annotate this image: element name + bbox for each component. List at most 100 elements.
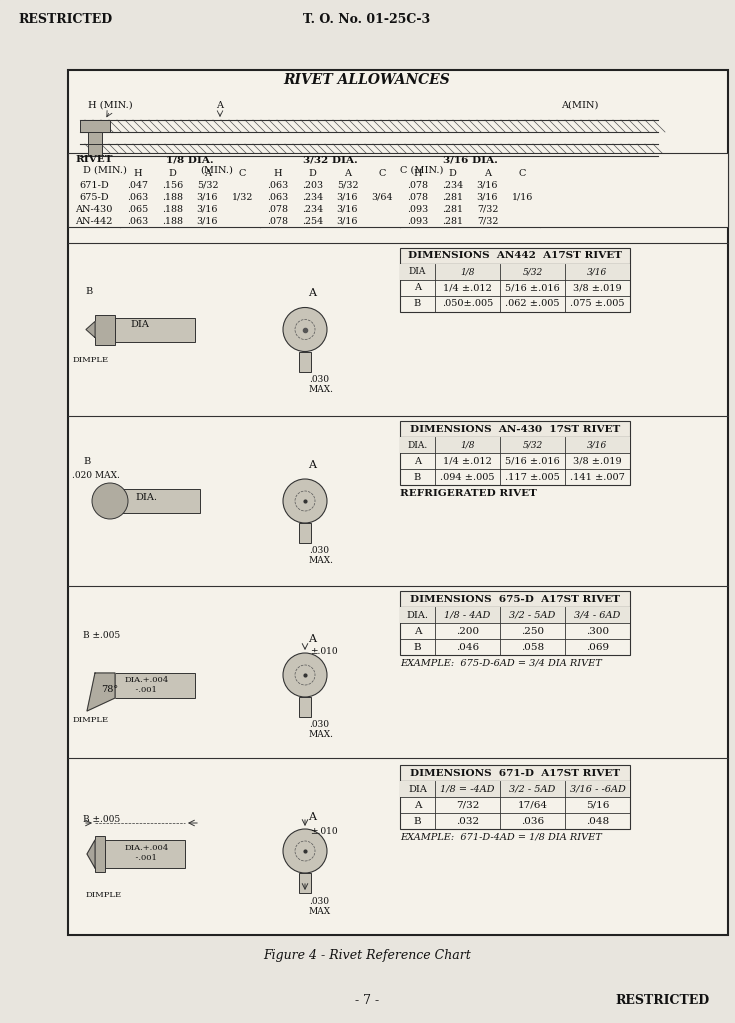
Text: .203: .203 xyxy=(302,180,323,189)
Text: .234: .234 xyxy=(442,180,463,189)
Text: RIVET ALLOWANCES: RIVET ALLOWANCES xyxy=(284,73,451,87)
Polygon shape xyxy=(87,840,95,868)
Bar xyxy=(400,421,630,437)
Text: .188: .188 xyxy=(162,192,183,202)
Bar xyxy=(299,873,311,893)
Text: 1/16: 1/16 xyxy=(512,192,533,202)
Text: A: A xyxy=(308,460,316,470)
Text: B: B xyxy=(83,456,90,465)
Bar xyxy=(400,248,630,264)
Text: T. O. No. 01-25C-3: T. O. No. 01-25C-3 xyxy=(304,13,431,26)
Text: AN-442: AN-442 xyxy=(75,217,112,225)
Text: .063: .063 xyxy=(127,217,148,225)
Bar xyxy=(400,765,630,781)
Text: 3/8 ±.019: 3/8 ±.019 xyxy=(573,456,622,465)
Text: 3/16 - -6AD: 3/16 - -6AD xyxy=(570,785,625,794)
Bar xyxy=(299,352,311,371)
Text: 1/4 ±.012: 1/4 ±.012 xyxy=(443,456,492,465)
Bar xyxy=(105,840,185,868)
Bar xyxy=(88,144,102,155)
Text: 3/16: 3/16 xyxy=(587,267,608,276)
Text: A: A xyxy=(414,801,421,809)
Polygon shape xyxy=(86,321,95,338)
Text: .254: .254 xyxy=(302,217,323,225)
Text: 78°: 78° xyxy=(101,685,118,695)
Text: 1/8: 1/8 xyxy=(460,441,475,449)
Text: .188: .188 xyxy=(162,205,183,214)
Text: DIMPLE: DIMPLE xyxy=(73,716,109,724)
Text: .062 ±.005: .062 ±.005 xyxy=(505,300,560,309)
Text: 7/32: 7/32 xyxy=(477,205,498,214)
Text: H (MIN.): H (MIN.) xyxy=(87,101,132,110)
Text: 1/8 DIA.: 1/8 DIA. xyxy=(166,155,214,165)
Text: 5/32: 5/32 xyxy=(523,267,542,276)
Text: (MIN.): (MIN.) xyxy=(200,166,233,175)
Text: RESTRICTED: RESTRICTED xyxy=(18,13,112,26)
Text: .117 ±.005: .117 ±.005 xyxy=(505,473,560,482)
Text: B: B xyxy=(414,300,421,309)
Text: 3/32 DIA.: 3/32 DIA. xyxy=(303,155,357,165)
Text: 3/16: 3/16 xyxy=(197,192,218,202)
Bar xyxy=(400,264,630,280)
Text: .078: .078 xyxy=(267,205,288,214)
Text: .094 ±.005: .094 ±.005 xyxy=(440,473,495,482)
Text: .030
MAX: .030 MAX xyxy=(309,897,331,917)
Text: ±.010: ±.010 xyxy=(310,647,337,656)
Polygon shape xyxy=(87,673,115,711)
Text: 3/16: 3/16 xyxy=(337,205,358,214)
Text: 3/16: 3/16 xyxy=(197,205,218,214)
Text: 1/32: 1/32 xyxy=(232,192,253,202)
Bar xyxy=(400,781,630,797)
Text: 1/8: 1/8 xyxy=(460,267,475,276)
Text: DIMENSIONS  AN-430  17ST RIVET: DIMENSIONS AN-430 17ST RIVET xyxy=(410,425,620,434)
Text: 5/16: 5/16 xyxy=(586,801,609,809)
Text: .046: .046 xyxy=(456,642,479,652)
Text: .078: .078 xyxy=(407,192,428,202)
Text: .078: .078 xyxy=(407,180,428,189)
Text: DIMENSIONS  AN442  A17ST RIVET: DIMENSIONS AN442 A17ST RIVET xyxy=(408,252,622,261)
Bar xyxy=(400,781,630,829)
Text: .032: .032 xyxy=(456,816,479,826)
Text: .030
MAX.: .030 MAX. xyxy=(309,546,334,566)
Text: A(MIN): A(MIN) xyxy=(562,101,599,110)
Text: B: B xyxy=(414,473,421,482)
Text: 3/4 - 6AD: 3/4 - 6AD xyxy=(574,611,620,620)
Bar xyxy=(68,153,728,227)
Text: A: A xyxy=(308,812,316,822)
Text: ±.010: ±.010 xyxy=(310,827,337,836)
Text: H: H xyxy=(413,169,422,178)
Text: DIA.: DIA. xyxy=(407,441,428,449)
Text: C: C xyxy=(519,169,526,178)
Text: .300: .300 xyxy=(586,626,609,635)
Circle shape xyxy=(283,308,327,352)
Bar xyxy=(400,437,630,453)
Text: .030
MAX.: .030 MAX. xyxy=(309,720,334,740)
Text: B ±.005: B ±.005 xyxy=(83,631,121,640)
Text: D: D xyxy=(309,169,317,178)
Text: 17/64: 17/64 xyxy=(517,801,548,809)
Text: EXAMPLE:  671-D-4AD = 1/8 DIA RIVET: EXAMPLE: 671-D-4AD = 1/8 DIA RIVET xyxy=(400,833,602,842)
Bar xyxy=(400,607,630,623)
Text: DIMENSIONS  671-D  A17ST RIVET: DIMENSIONS 671-D A17ST RIVET xyxy=(410,768,620,777)
Text: C: C xyxy=(379,169,386,178)
Text: 5/16 ±.016: 5/16 ±.016 xyxy=(505,456,560,465)
Text: H: H xyxy=(133,169,142,178)
Text: 3/2 - 5AD: 3/2 - 5AD xyxy=(509,785,556,794)
Text: EXAMPLE:  675-D-6AD = 3/4 DIA RIVET: EXAMPLE: 675-D-6AD = 3/4 DIA RIVET xyxy=(400,659,602,668)
Bar xyxy=(115,317,195,342)
Text: A: A xyxy=(217,101,223,110)
Text: .093: .093 xyxy=(407,205,428,214)
Text: A: A xyxy=(414,626,421,635)
Text: 1/8 - 4AD: 1/8 - 4AD xyxy=(445,611,491,620)
Bar xyxy=(299,523,311,543)
Text: A: A xyxy=(484,169,491,178)
Text: .200: .200 xyxy=(456,626,479,635)
Text: 3/16 DIA.: 3/16 DIA. xyxy=(442,155,498,165)
Text: DIMENSIONS  675-D  A17ST RIVET: DIMENSIONS 675-D A17ST RIVET xyxy=(410,594,620,604)
Text: .141 ±.007: .141 ±.007 xyxy=(570,473,625,482)
Text: DIMPLE: DIMPLE xyxy=(73,356,109,363)
Text: 3/2 - 5AD: 3/2 - 5AD xyxy=(509,611,556,620)
Text: .075 ±.005: .075 ±.005 xyxy=(570,300,625,309)
Bar xyxy=(400,264,630,312)
Text: A: A xyxy=(344,169,351,178)
